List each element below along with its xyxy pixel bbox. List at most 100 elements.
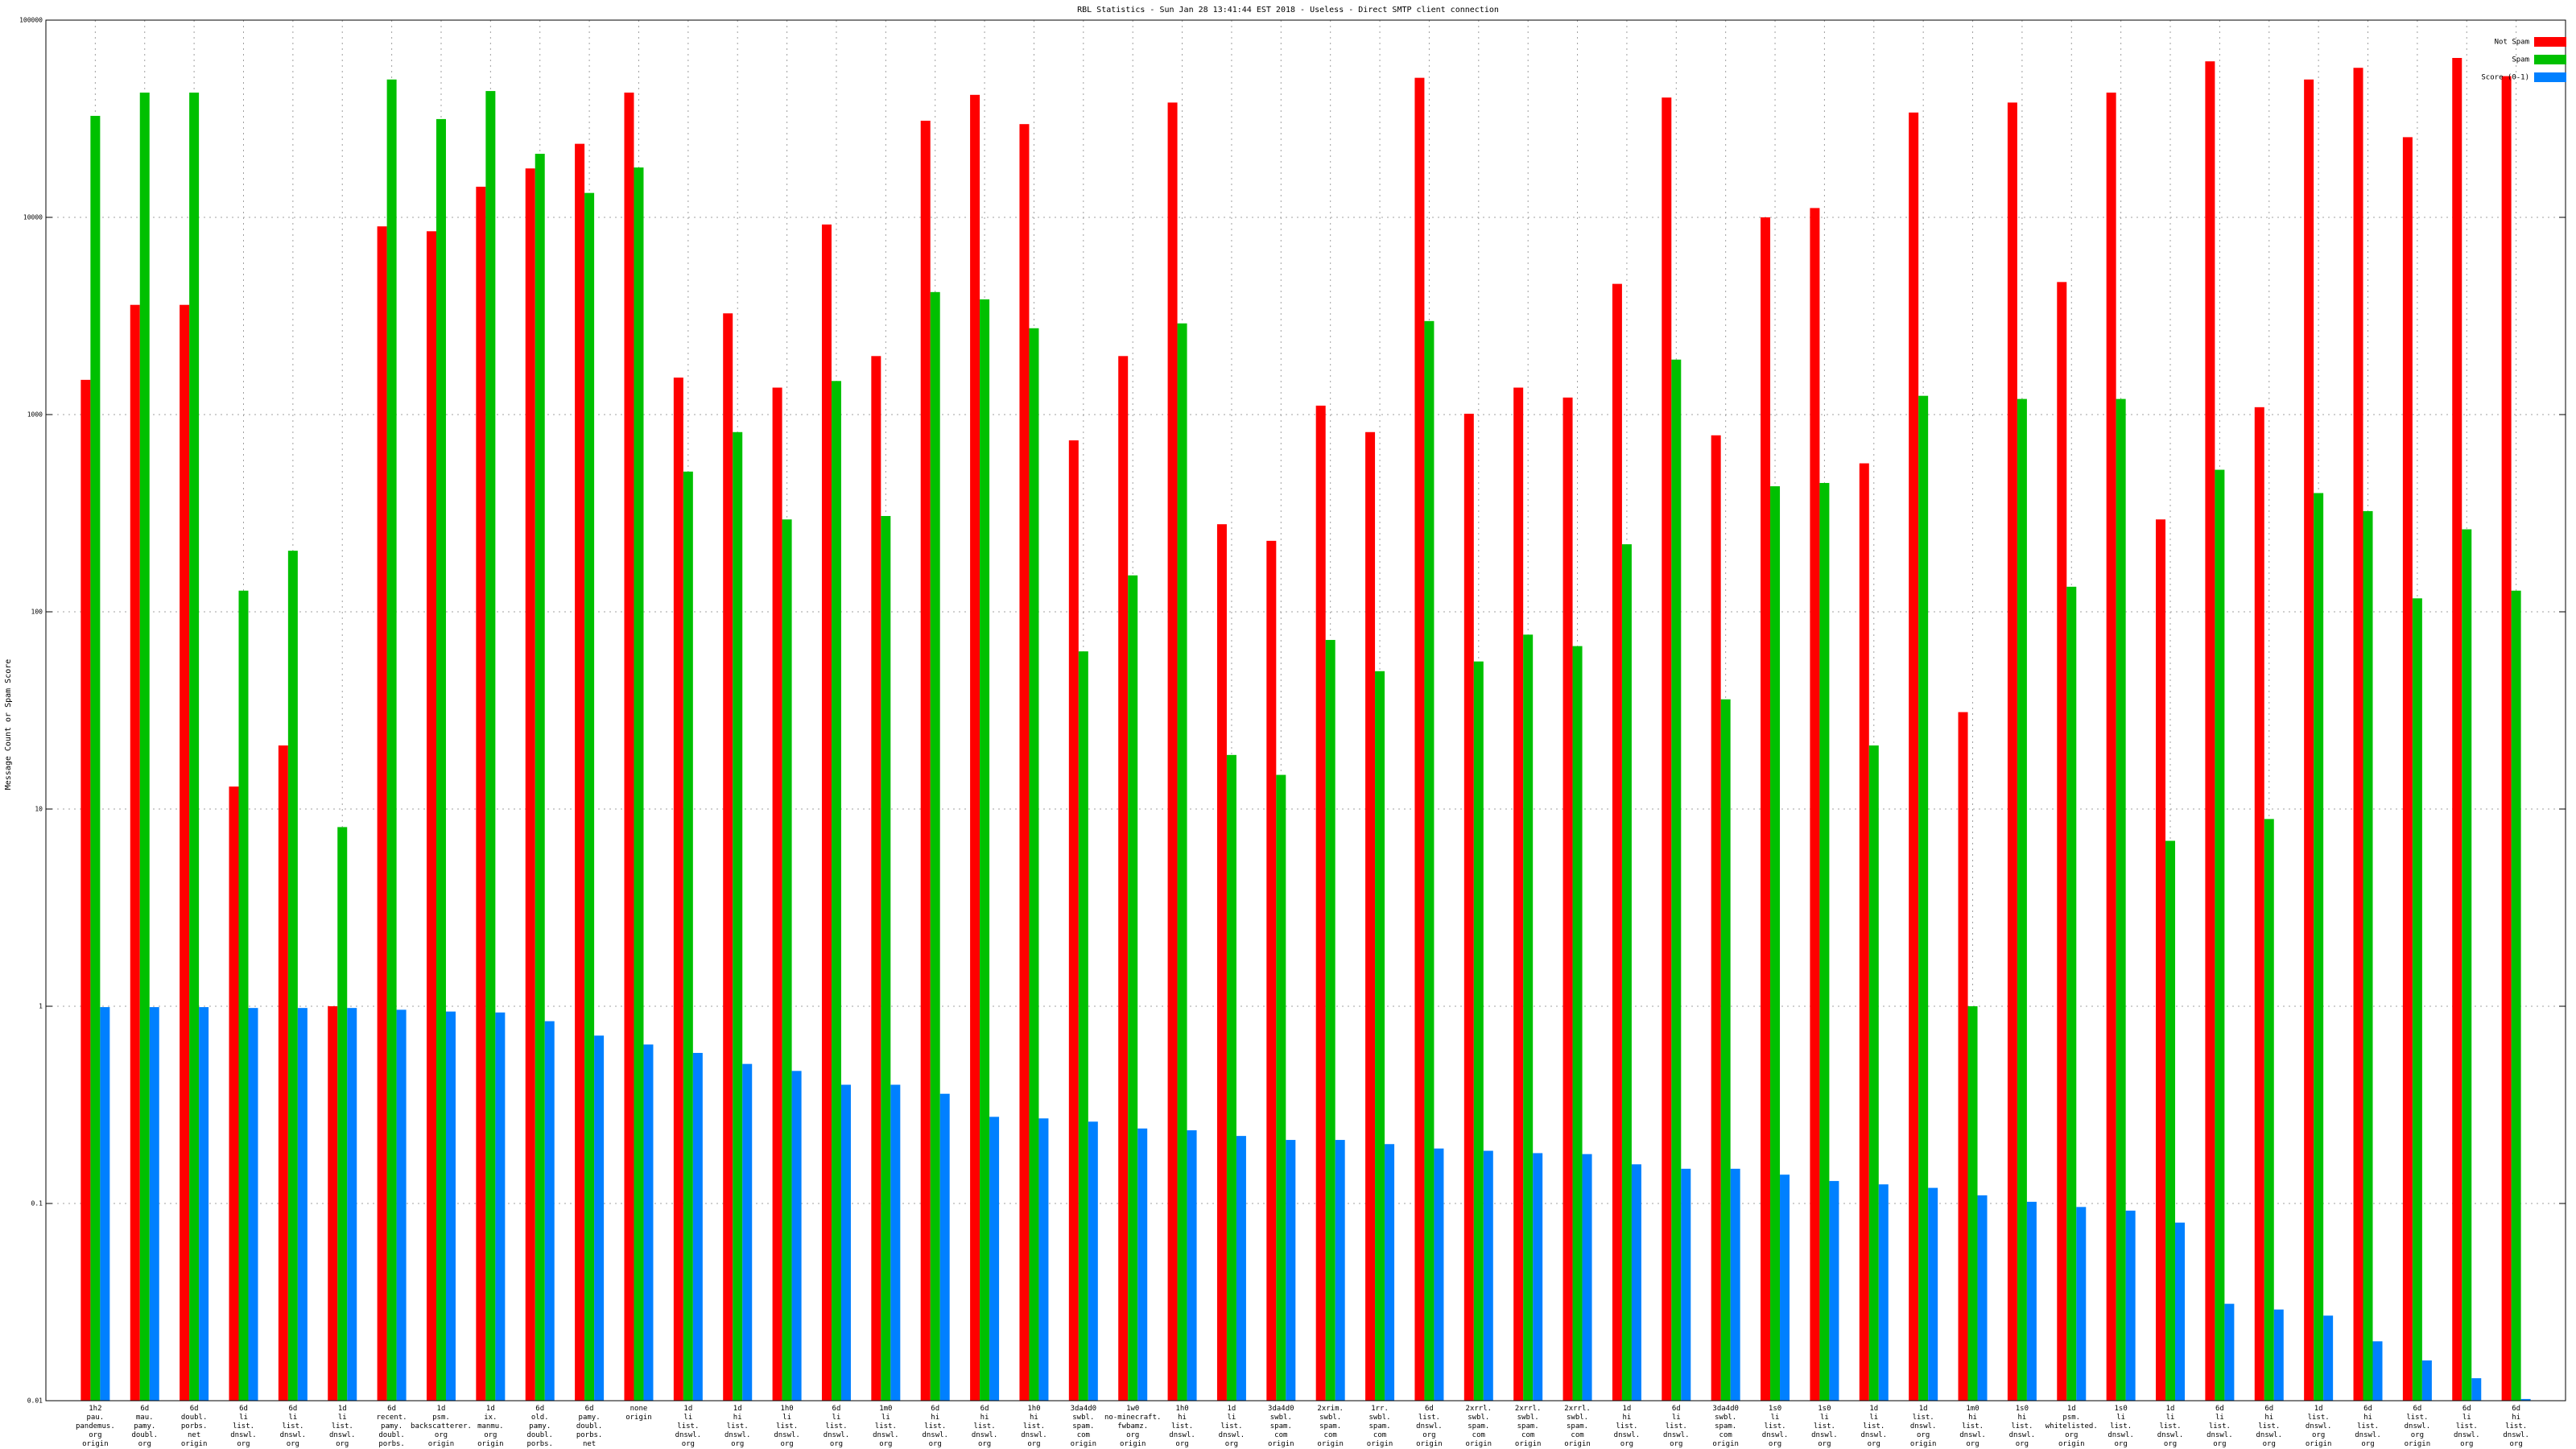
- bar: [1612, 283, 1622, 1402]
- bar: [1375, 671, 1385, 1401]
- bar: [930, 291, 940, 1402]
- bar: [2511, 590, 2521, 1401]
- bar: [1473, 661, 1484, 1401]
- bar: [1621, 544, 1632, 1401]
- bar: [2452, 57, 2462, 1402]
- x-tick-label: 1rr. swbl. spam. com origin: [1367, 1405, 1393, 1448]
- bar: [1385, 1144, 1395, 1401]
- x-tick-label: 1h2 pau. pandemus. org origin: [76, 1405, 115, 1448]
- bar: [1533, 1153, 1543, 1401]
- legend-swatch: [2534, 72, 2566, 82]
- x-tick-label: 1d ix. manmu. org origin: [477, 1405, 504, 1448]
- y-tick-label: 100: [31, 609, 43, 616]
- x-tick-label: 6d list. dnswl. org origin: [2405, 1405, 2431, 1448]
- bar: [2264, 819, 2274, 1401]
- bar: [2205, 61, 2215, 1402]
- bar: [1761, 217, 1771, 1401]
- x-tick-label: 1d list. dnswl. org origin: [2306, 1405, 2332, 1448]
- bar: [199, 1007, 209, 1401]
- plot-frame: [45, 19, 2566, 1402]
- bar: [476, 186, 486, 1402]
- bar: [149, 1007, 159, 1401]
- bar: [643, 1044, 654, 1401]
- bar: [1038, 1118, 1049, 1401]
- bar: [1572, 646, 1583, 1401]
- bar: [139, 93, 150, 1401]
- bar: [881, 515, 891, 1401]
- bar: [2057, 282, 2067, 1401]
- x-tick-label: 1w0 no-minecraft. fwbamz. org origin: [1104, 1405, 1161, 1448]
- bar: [396, 1009, 407, 1401]
- bar: [2421, 1360, 2432, 1401]
- bar: [772, 387, 782, 1402]
- bar: [377, 226, 387, 1401]
- y-tick-label: 10: [35, 806, 43, 813]
- bar: [1909, 112, 1919, 1402]
- bar: [2304, 79, 2314, 1402]
- bar: [989, 1117, 1000, 1401]
- bar: [1483, 1150, 1493, 1401]
- bar: [584, 192, 595, 1401]
- bar: [673, 378, 683, 1402]
- bar: [1780, 1174, 1790, 1401]
- bar: [1819, 482, 1830, 1402]
- bar: [791, 1071, 802, 1401]
- bar: [683, 471, 693, 1402]
- bar: [2215, 469, 2225, 1401]
- bar: [871, 356, 881, 1401]
- x-tick-label: 3da4d0 swbl. spam. com origin: [1071, 1405, 1097, 1448]
- bar: [525, 168, 535, 1401]
- legend-swatch: [2534, 37, 2566, 47]
- bar: [80, 379, 91, 1401]
- bar: [840, 1084, 851, 1401]
- bar: [248, 1008, 258, 1401]
- bar: [2501, 76, 2512, 1401]
- bar: [297, 1008, 308, 1401]
- bar: [2007, 102, 2017, 1401]
- bar: [2273, 1309, 2284, 1401]
- bar: [1662, 97, 1672, 1401]
- bar: [1286, 1140, 1296, 1401]
- bar: [1266, 540, 1277, 1401]
- bar: [2412, 598, 2422, 1401]
- bar: [130, 304, 140, 1401]
- bar: [1463, 413, 1474, 1401]
- bar: [1019, 124, 1030, 1401]
- bar: [939, 1093, 950, 1401]
- bar: [1414, 77, 1425, 1402]
- x-tick-label: 1d psm. whitelisted. org origin: [2046, 1405, 2098, 1448]
- x-tick-label: 1d list. dnswl. org origin: [1910, 1405, 1937, 1448]
- legend-label: Spam: [2512, 56, 2529, 64]
- bar: [920, 120, 931, 1401]
- bar: [2314, 493, 2324, 1401]
- x-tick-label: 2xrrl. swbl. spam. com origin: [1564, 1405, 1591, 1448]
- bar: [347, 1008, 357, 1401]
- bar: [278, 745, 288, 1401]
- bar: [831, 381, 841, 1401]
- bar: [2017, 398, 2027, 1401]
- x-tick-label: 3da4d0 swbl. spam. com origin: [1268, 1405, 1294, 1448]
- bar: [1631, 1164, 1641, 1401]
- bar: [2066, 586, 2077, 1401]
- bar: [2520, 1398, 2531, 1401]
- x-tick-label: none origin: [625, 1405, 652, 1422]
- bar: [1424, 320, 1435, 1401]
- x-tick-label: 6d list. dnswl. org origin: [1416, 1405, 1443, 1448]
- bar: [1967, 1006, 1978, 1401]
- bar: [436, 118, 446, 1401]
- x-tick-label: 1d psm. backscatterer. org origin: [411, 1405, 472, 1448]
- bar: [1325, 639, 1335, 1401]
- bar: [544, 1021, 555, 1401]
- bar: [1137, 1128, 1148, 1401]
